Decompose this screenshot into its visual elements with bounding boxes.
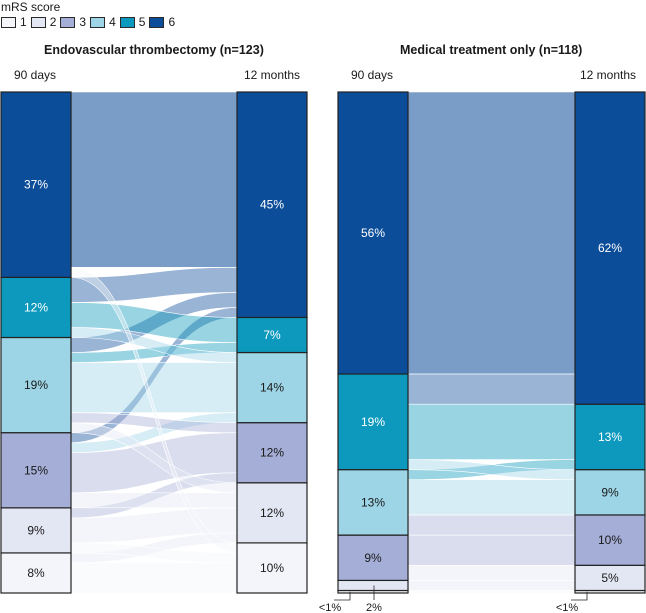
right-segment-mrs-4	[236, 351, 308, 424]
flows-panel-2	[407, 91, 576, 594]
left-value-label-mrs-1: <1%	[319, 602, 342, 613]
legend-item-4: 4	[90, 15, 116, 29]
flow-5-to-6	[407, 373, 576, 405]
flow-6-to-6	[407, 91, 576, 375]
medical-left-time-label: 90 days	[351, 68, 394, 82]
left-segment-mrs-5	[337, 373, 409, 471]
right-segment-mrs-2	[574, 564, 646, 592]
panel-title-medical: Medical treatment only (n=118)	[400, 43, 583, 57]
legend-item-3: 3	[60, 15, 86, 29]
right-value-label-mrs-6: 62%	[598, 241, 622, 255]
left-segment-mrs-1	[0, 552, 72, 594]
left-value-label-mrs-5: 19%	[361, 415, 385, 429]
legend-swatch-5	[119, 16, 135, 28]
left-segment-mrs-6	[0, 91, 72, 278]
legend-title: mRS score	[1, 0, 61, 14]
flow-3-to-2	[70, 492, 238, 509]
flow-2-to-2	[407, 580, 576, 591]
legend-label-5: 5	[138, 15, 146, 29]
left-value-label-mrs-2: 2%	[366, 602, 382, 613]
left-segment-mrs-2	[0, 507, 72, 554]
flows-panel-1	[70, 91, 238, 594]
legend-swatch-1	[1, 16, 16, 28]
flow-3-to-3	[407, 534, 576, 566]
legend-swatch-6	[149, 16, 165, 28]
right-segment-mrs-6	[574, 91, 646, 405]
legend-label-6: 6	[168, 15, 176, 29]
legend-label-4: 4	[109, 15, 116, 29]
legend-item-2: 2	[30, 15, 57, 29]
left-segment-mrs-4	[337, 469, 409, 536]
left-segment-mrs-3	[337, 534, 409, 582]
right-segment-mrs-3	[574, 514, 646, 566]
left-value-label-mrs-1: 8%	[27, 566, 45, 580]
legend-label-3: 3	[79, 15, 87, 29]
legend-label-1: 1	[20, 15, 27, 29]
left-value-label-mrs-6: 37%	[24, 178, 48, 192]
legend-swatch-2	[30, 16, 46, 28]
flow-5-to-5	[407, 403, 576, 460]
right-value-label-mrs-2: 5%	[601, 571, 619, 585]
right-bar-panel-2: <1% 5% 10% 9% 13% 62%	[556, 91, 646, 613]
legend-label-2: 2	[49, 15, 57, 29]
left-value-label-mrs-6: 56%	[361, 226, 385, 240]
flow-1-to-1	[70, 562, 238, 594]
right-value-label-mrs-1: 10%	[260, 561, 284, 575]
evt-left-time-label: 90 days	[14, 68, 57, 82]
left-segment-mrs-5	[0, 276, 72, 339]
left-segment-mrs-3	[0, 432, 72, 509]
flow-3-to-2	[407, 565, 576, 581]
right-value-label-mrs-4: 9%	[601, 485, 619, 499]
right-value-label-mrs-1: <1%	[556, 602, 579, 613]
right-segment-mrs-4	[574, 469, 646, 516]
left-segment-mrs-2	[337, 579, 409, 592]
legend-swatch-3	[60, 16, 76, 28]
legend-item-6: 6	[149, 15, 175, 29]
panel-title-evt: Endovascular thrombectomy (n=123)	[44, 43, 264, 57]
right-value-label-mrs-5: 7%	[263, 328, 281, 342]
right-segment-mrs-5	[574, 403, 646, 471]
right-value-label-mrs-4: 14%	[260, 381, 284, 395]
right-leader-mrs-1	[571, 591, 588, 601]
left-bar-panel-1: 8% 9% 15% 19% 12% 37%	[0, 91, 72, 594]
left-value-label-mrs-4: 19%	[24, 378, 48, 392]
legend: 1 2 3 4 5 6	[1, 15, 175, 29]
flow-4-to-4	[407, 479, 576, 516]
right-value-label-mrs-5: 13%	[598, 430, 622, 444]
flow-1-to-1	[407, 590, 576, 594]
left-leader-mrs-1	[334, 591, 351, 601]
right-value-label-mrs-3: 12%	[260, 446, 284, 460]
right-segment-mrs-3	[236, 422, 308, 484]
legend-item-1: 1	[1, 15, 27, 29]
left-bar-panel-2: <1% 2% 9% 13% 19% 56%	[319, 91, 409, 613]
legend-swatch-4	[90, 16, 106, 28]
left-segment-mrs-6	[337, 91, 409, 375]
right-segment-mrs-2	[236, 482, 308, 544]
flow-6-to-6	[70, 91, 238, 268]
left-value-label-mrs-3: 15%	[24, 463, 48, 477]
right-value-label-mrs-2: 12%	[260, 506, 284, 520]
right-value-label-mrs-6: 45%	[260, 198, 284, 212]
flow-4-to-3	[407, 514, 576, 536]
right-segment-mrs-6	[236, 91, 308, 319]
left-value-label-mrs-3: 9%	[364, 551, 382, 565]
evt-right-time-label: 12 months	[244, 68, 301, 82]
right-bar-panel-1: 10% 12% 12% 14% 7% 45%	[236, 91, 308, 594]
left-value-label-mrs-2: 9%	[27, 523, 45, 537]
left-value-label-mrs-4: 13%	[361, 495, 385, 509]
legend-item-5: 5	[119, 15, 146, 29]
right-value-label-mrs-3: 10%	[598, 533, 622, 547]
left-value-label-mrs-5: 12%	[24, 300, 48, 314]
medical-right-time-label: 12 months	[580, 68, 637, 82]
